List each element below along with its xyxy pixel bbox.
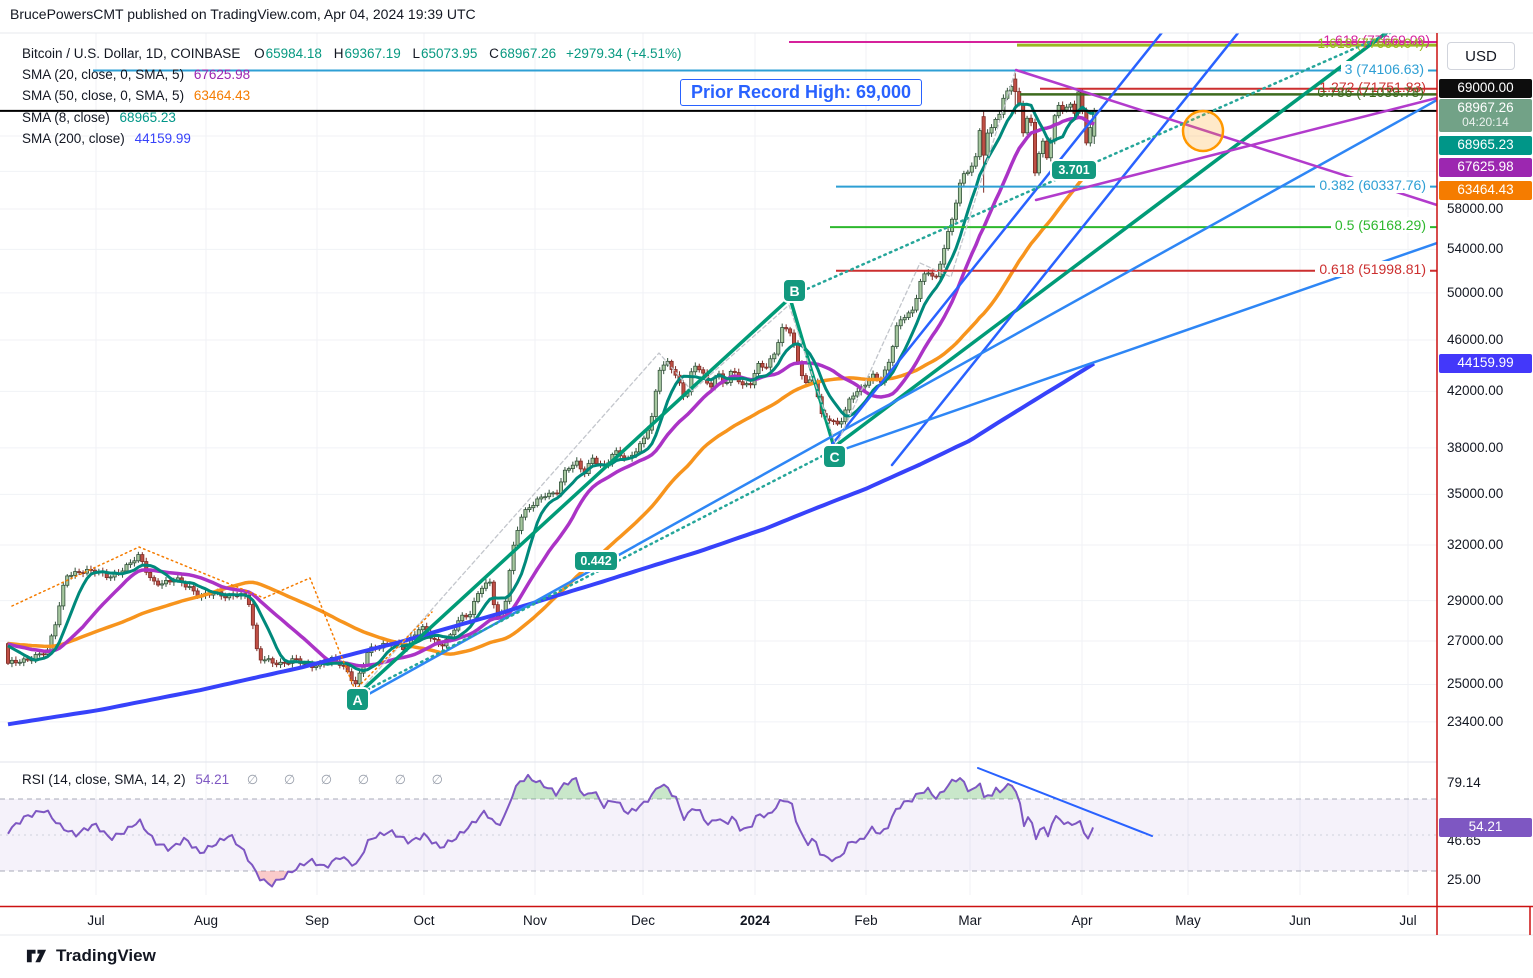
wave-annotation-A[interactable]: A xyxy=(345,687,370,712)
high-value: 69367.19 xyxy=(344,46,401,61)
price-tick-label: 42000.00 xyxy=(1447,383,1504,399)
sma200-value: 44159.99 xyxy=(134,131,191,146)
symbol-title: Bitcoin / U.S. Dollar, 1D, COINBASE xyxy=(22,46,241,61)
price-tick-label: 54000.00 xyxy=(1447,241,1504,257)
time-axis-label[interactable]: May xyxy=(1175,913,1201,928)
price-tick-label: 27000.00 xyxy=(1447,633,1504,648)
open-label: O xyxy=(254,46,265,61)
fib-level-label: 0.382 (60337.76) xyxy=(1315,176,1430,193)
price-tick-label: 50000.00 xyxy=(1447,284,1504,300)
time-axis-label[interactable]: Jul xyxy=(1399,913,1417,928)
price-tick-label: 35000.00 xyxy=(1447,486,1504,502)
low-label: L xyxy=(412,46,421,61)
sma50-value: 63464.43 xyxy=(193,88,251,103)
wave-annotation-B[interactable]: B xyxy=(782,278,807,303)
fib-level-label: 0.618 (51998.81) xyxy=(1315,260,1430,277)
sma200-label: SMA (200, close) xyxy=(22,131,125,146)
price-badge: 68965.23 xyxy=(1439,136,1532,155)
price-tick-label: 32000.00 xyxy=(1447,537,1504,553)
time-axis-label[interactable]: Sep xyxy=(304,913,330,928)
time-axis-label[interactable]: Feb xyxy=(854,913,878,928)
rsi-legend[interactable]: RSI (14, close, SMA, 14, 2) 54.21 ∅ ∅ ∅ … xyxy=(22,772,454,788)
rsi-value: 54.21 xyxy=(195,772,230,787)
sma8-legend[interactable]: SMA (8, close) 68965.23 xyxy=(22,110,176,125)
prior-record-high-callout: Prior Record High: 69,000 xyxy=(680,79,923,106)
sma8-value: 68965.23 xyxy=(119,110,176,125)
fib-level-label: 1.618 (77660.04) xyxy=(1317,35,1424,52)
time-axis-label[interactable]: Nov xyxy=(522,913,548,928)
rsi-tick-label: 79.14 xyxy=(1447,774,1481,790)
rsi-empty-flags: ∅ ∅ ∅ ∅ ∅ ∅ xyxy=(246,772,454,787)
fib-level-label: 0.5 (56168.29) xyxy=(1330,217,1430,234)
time-axis-label[interactable]: Jun xyxy=(1289,913,1311,928)
close-label: C xyxy=(489,46,499,61)
time-axis-label[interactable]: Apr xyxy=(1071,913,1093,928)
time-axis-label[interactable]: 2024 xyxy=(739,913,771,928)
price-badge: 63464.43 xyxy=(1439,181,1532,200)
high-label: H xyxy=(333,46,344,61)
sma20-label: SMA (20, close, 0, SMA, 5) xyxy=(22,67,185,82)
price-tick-label: 58000.00 xyxy=(1447,201,1504,216)
fib-level-label: 1.618 (77669.09) xyxy=(1323,32,1430,48)
fib-level-label: 0.786 (71039.78) xyxy=(1317,84,1424,101)
brand-text: TradingView xyxy=(56,945,156,965)
symbol-legend[interactable]: Bitcoin / U.S. Dollar, 1D, COINBASE O659… xyxy=(22,46,682,61)
change-value: +2979.34 (+4.51%) xyxy=(565,46,682,61)
brand-footer[interactable]: TradingView xyxy=(25,944,156,967)
open-value: 65984.18 xyxy=(265,46,322,61)
price-badge: 67625.98 xyxy=(1439,158,1532,177)
time-axis-label[interactable]: Mar xyxy=(958,913,982,928)
sma50-legend[interactable]: SMA (50, close, 0, SMA, 5) 63464.43 xyxy=(22,88,250,103)
sma20-legend[interactable]: SMA (20, close, 0, SMA, 5) 67625.98 xyxy=(22,67,250,82)
rsi-label: RSI (14, close, SMA, 14, 2) xyxy=(22,772,186,787)
rsi-tick-label: 25.00 xyxy=(1447,872,1481,887)
wave-annotation-0.442[interactable]: 0.442 xyxy=(573,550,619,572)
price-tick-label: 23400.00 xyxy=(1447,713,1504,729)
price-tick-label: 29000.00 xyxy=(1447,592,1504,608)
tradingview-logo-icon xyxy=(26,949,47,963)
price-badge: 44159.99 xyxy=(1439,354,1532,373)
sma200-legend[interactable]: SMA (200, close) 44159.99 xyxy=(22,131,191,146)
time-axis-label[interactable]: Jul xyxy=(87,913,105,928)
low-value: 65073.95 xyxy=(421,46,478,61)
time-axis-label[interactable]: Dec xyxy=(630,913,656,928)
sma8-label: SMA (8, close) xyxy=(22,110,110,125)
close-value: 68967.26 xyxy=(499,46,557,61)
price-tick-label: 46000.00 xyxy=(1447,331,1504,347)
wave-annotation-C[interactable]: C xyxy=(822,444,847,469)
price-tick-label: 38000.00 xyxy=(1447,439,1504,455)
price-tick-label: 25000.00 xyxy=(1447,676,1504,692)
price-badge: 54.21 xyxy=(1439,818,1532,837)
currency-button[interactable]: USD xyxy=(1447,42,1515,70)
time-axis-label[interactable]: Aug xyxy=(193,913,219,928)
wave-annotation-3.701[interactable]: 3.701 xyxy=(1050,159,1098,181)
fib-level-label: 1.272 (71751.83) xyxy=(1319,78,1426,95)
fib-level-label: 3 (74106.63) xyxy=(1340,60,1428,77)
price-badge: 69000.00 xyxy=(1439,79,1532,98)
sma20-value: 67625.98 xyxy=(193,67,251,82)
sma50-label: SMA (50, close, 0, SMA, 5) xyxy=(22,88,185,103)
publish-header: BrucePowersCMT published on TradingView.… xyxy=(10,6,476,22)
time-axis-label[interactable]: Oct xyxy=(413,913,435,928)
price-badge: 68967.26 04:20:14 xyxy=(1439,99,1532,132)
